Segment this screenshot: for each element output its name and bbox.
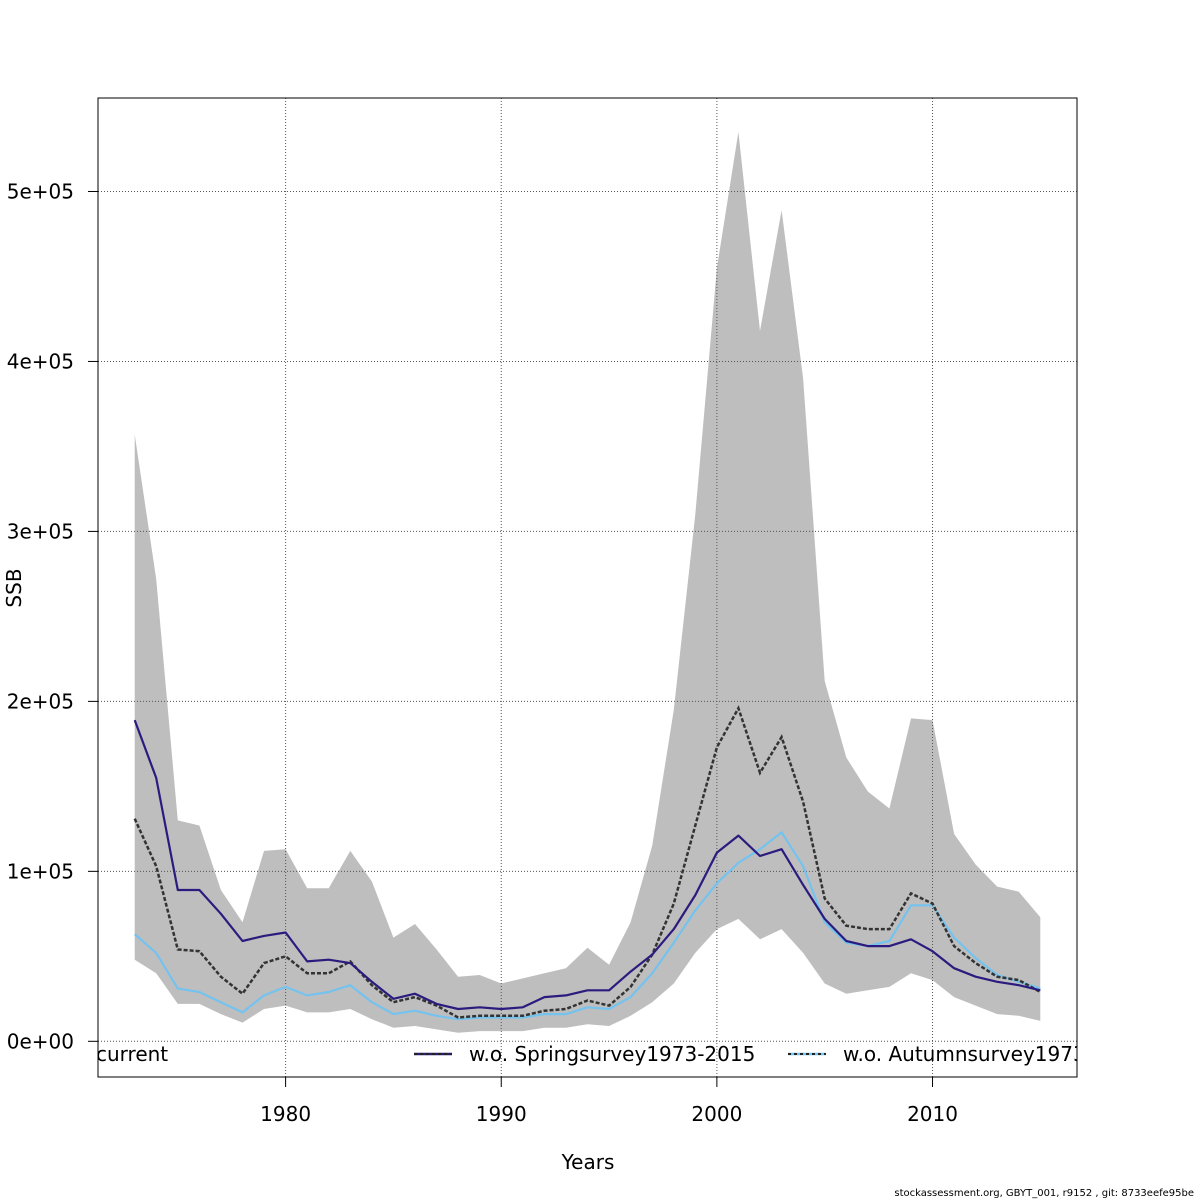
x-tick-label-1980: 1980 <box>260 1102 311 1126</box>
x-tick-label-2000: 2000 <box>691 1102 742 1126</box>
plot-frame <box>97 97 1078 1078</box>
x-axis: 1980 1990 2000 2010 <box>260 1077 958 1126</box>
series-layer <box>133 705 1041 1021</box>
y-tick-label-4: 4e+05 <box>7 349 74 373</box>
legend-label-autumn: w.o. Autumnsurvey1973 <box>843 1042 1086 1066</box>
confidence-band-layer <box>134 132 1041 1033</box>
y-tick-label-3: 3e+05 <box>7 519 74 543</box>
y-tick-label-0: 0e+00 <box>7 1029 74 1053</box>
legend: current w.o. Springsurvey1973-2015 w.o. … <box>96 1042 1086 1066</box>
x-tick-label-1990: 1990 <box>476 1102 527 1126</box>
footer-credit: stockassessment.org, GBYT_001, r9152 , g… <box>894 1188 1194 1199</box>
series-line-autumn <box>133 831 1041 1021</box>
legend-label-current: current <box>96 1042 168 1066</box>
y-axis: 0e+00 1e+05 2e+05 3e+05 4e+05 5e+05 <box>7 179 98 1053</box>
grid-layer <box>98 98 1077 1077</box>
y-tick-label-1: 1e+05 <box>7 859 74 883</box>
x-tick-label-2010: 2010 <box>907 1102 958 1126</box>
y-tick-label-5: 5e+05 <box>7 179 74 203</box>
confidence-band <box>134 132 1041 1033</box>
series-line-spring <box>133 719 1041 1011</box>
y-tick-label-2: 2e+05 <box>7 689 74 713</box>
x-axis-title: Years <box>561 1150 615 1174</box>
series-line-current <box>133 705 1041 1019</box>
legend-label-spring: w.o. Springsurvey1973-2015 <box>469 1042 755 1066</box>
y-axis-title: SSB <box>2 568 26 607</box>
